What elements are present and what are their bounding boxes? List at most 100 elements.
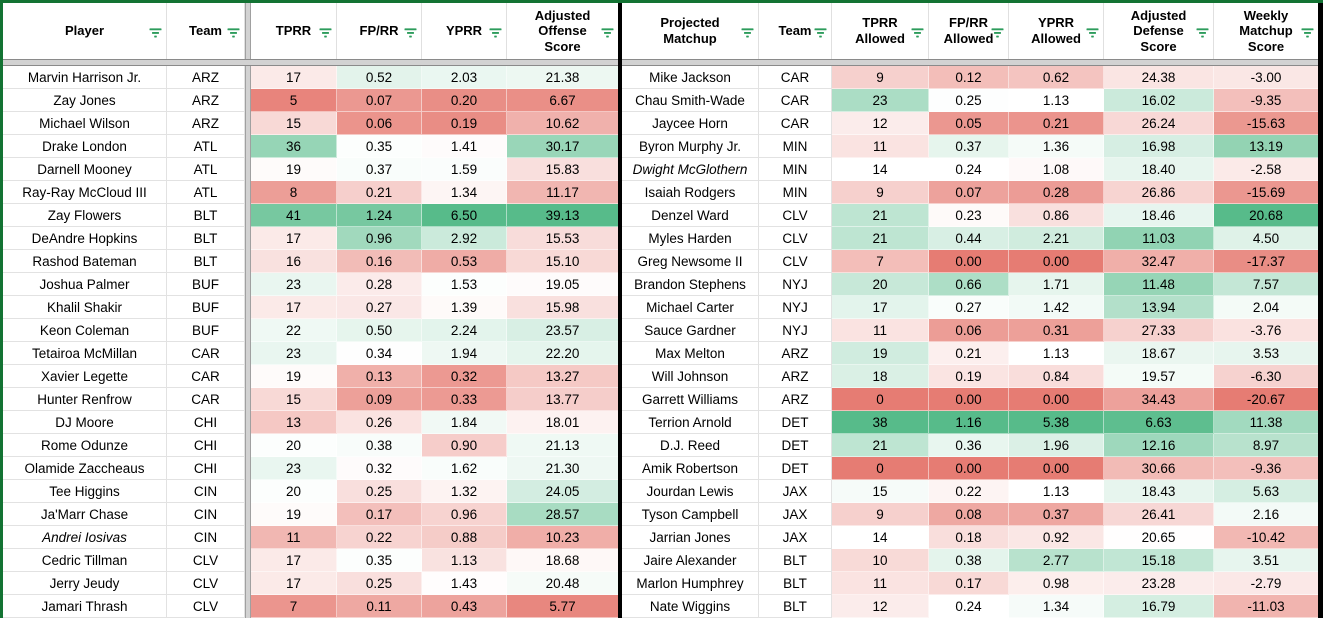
cell-tprr[interactable]: 17: [251, 66, 337, 89]
cell-fprr[interactable]: 0.35: [337, 135, 422, 158]
column-header-matchup[interactable]: Projected Matchup: [622, 3, 759, 59]
cell-tprr[interactable]: 5: [251, 89, 337, 112]
cell-weekly[interactable]: -17.37: [1214, 250, 1318, 273]
cell-adj_off[interactable]: 5.77: [507, 595, 618, 618]
cell-team[interactable]: BLT: [759, 549, 832, 572]
cell-player[interactable]: Tee Higgins: [3, 480, 167, 503]
cell-yprr[interactable]: 1.94: [422, 342, 507, 365]
cell-tprr[interactable]: 7: [251, 595, 337, 618]
cell-fprr_a[interactable]: 0.38: [929, 549, 1009, 572]
cell-team[interactable]: NYJ: [759, 273, 832, 296]
cell-player[interactable]: Cedric Tillman: [3, 549, 167, 572]
cell-yprr_a[interactable]: 0.00: [1009, 250, 1104, 273]
cell-team[interactable]: ATL: [167, 135, 245, 158]
cell-yprr[interactable]: 1.62: [422, 457, 507, 480]
cell-weekly[interactable]: 8.97: [1214, 434, 1318, 457]
cell-weekly[interactable]: -10.42: [1214, 526, 1318, 549]
cell-adj_def[interactable]: 18.43: [1104, 480, 1214, 503]
cell-fprr_a[interactable]: 0.05: [929, 112, 1009, 135]
cell-weekly[interactable]: -9.36: [1214, 457, 1318, 480]
cell-fprr[interactable]: 1.24: [337, 204, 422, 227]
cell-team[interactable]: CAR: [167, 388, 245, 411]
cell-tprr[interactable]: 17: [251, 296, 337, 319]
cell-team[interactable]: BUF: [167, 296, 245, 319]
cell-team[interactable]: ATL: [167, 158, 245, 181]
filter-icon[interactable]: [1301, 26, 1314, 38]
cell-fprr_a[interactable]: 0.00: [929, 457, 1009, 480]
column-header-weekly[interactable]: Weekly Matchup Score: [1214, 3, 1318, 59]
cell-adj_def[interactable]: 16.02: [1104, 89, 1214, 112]
cell-yprr[interactable]: 0.32: [422, 365, 507, 388]
cell-weekly[interactable]: -6.30: [1214, 365, 1318, 388]
cell-tprr[interactable]: 20: [251, 480, 337, 503]
cell-matchup[interactable]: Max Melton: [622, 342, 759, 365]
cell-fprr[interactable]: 0.38: [337, 434, 422, 457]
cell-adj_def[interactable]: 12.16: [1104, 434, 1214, 457]
cell-fprr[interactable]: 0.35: [337, 549, 422, 572]
cell-yprr_a[interactable]: 1.08: [1009, 158, 1104, 181]
cell-team[interactable]: ARZ: [167, 112, 245, 135]
cell-weekly[interactable]: 3.53: [1214, 342, 1318, 365]
cell-adj_off[interactable]: 21.38: [507, 66, 618, 89]
cell-team[interactable]: DET: [759, 457, 832, 480]
cell-yprr[interactable]: 6.50: [422, 204, 507, 227]
cell-tprr[interactable]: 23: [251, 273, 337, 296]
cell-team[interactable]: JAX: [759, 480, 832, 503]
cell-team[interactable]: BLT: [759, 572, 832, 595]
cell-fprr[interactable]: 0.25: [337, 480, 422, 503]
cell-team[interactable]: MIN: [759, 181, 832, 204]
cell-yprr[interactable]: 1.59: [422, 158, 507, 181]
cell-fprr[interactable]: 0.50: [337, 319, 422, 342]
cell-matchup[interactable]: Sauce Gardner: [622, 319, 759, 342]
cell-adj_def[interactable]: 34.43: [1104, 388, 1214, 411]
cell-adj_def[interactable]: 20.65: [1104, 526, 1214, 549]
cell-yprr_a[interactable]: 0.37: [1009, 503, 1104, 526]
cell-team[interactable]: CAR: [167, 365, 245, 388]
cell-tprr[interactable]: 19: [251, 158, 337, 181]
cell-fprr_a[interactable]: 0.27: [929, 296, 1009, 319]
cell-fprr_a[interactable]: 0.06: [929, 319, 1009, 342]
filter-icon[interactable]: [814, 26, 827, 38]
cell-team[interactable]: BUF: [167, 273, 245, 296]
cell-adj_off[interactable]: 30.17: [507, 135, 618, 158]
cell-fprr_a[interactable]: 0.66: [929, 273, 1009, 296]
cell-yprr_a[interactable]: 5.38: [1009, 411, 1104, 434]
cell-yprr_a[interactable]: 0.84: [1009, 365, 1104, 388]
cell-team[interactable]: CAR: [759, 112, 832, 135]
cell-adj_def[interactable]: 18.46: [1104, 204, 1214, 227]
cell-weekly[interactable]: 2.04: [1214, 296, 1318, 319]
cell-adj_def[interactable]: 16.98: [1104, 135, 1214, 158]
cell-team[interactable]: CLV: [167, 572, 245, 595]
cell-weekly[interactable]: -15.69: [1214, 181, 1318, 204]
cell-yprr_a[interactable]: 1.13: [1009, 342, 1104, 365]
cell-team[interactable]: CLV: [759, 227, 832, 250]
column-header-tprr_a[interactable]: TPRR Allowed: [832, 3, 929, 59]
cell-team[interactable]: CIN: [167, 526, 245, 549]
cell-yprr[interactable]: 2.03: [422, 66, 507, 89]
cell-fprr[interactable]: 0.21: [337, 181, 422, 204]
cell-tprr[interactable]: 16: [251, 250, 337, 273]
cell-player[interactable]: Tetairoa McMillan: [3, 342, 167, 365]
cell-team[interactable]: BLT: [759, 595, 832, 618]
cell-adj_def[interactable]: 30.66: [1104, 457, 1214, 480]
cell-player[interactable]: Michael Wilson: [3, 112, 167, 135]
cell-tprr[interactable]: 23: [251, 457, 337, 480]
cell-tprr_a[interactable]: 19: [832, 342, 929, 365]
cell-weekly[interactable]: 3.51: [1214, 549, 1318, 572]
filter-icon[interactable]: [601, 26, 614, 38]
cell-fprr_a[interactable]: 0.07: [929, 181, 1009, 204]
cell-fprr_a[interactable]: 0.12: [929, 66, 1009, 89]
cell-adj_off[interactable]: 15.10: [507, 250, 618, 273]
cell-fprr[interactable]: 0.52: [337, 66, 422, 89]
column-header-tprr[interactable]: TPRR: [251, 3, 337, 59]
cell-weekly[interactable]: -2.58: [1214, 158, 1318, 181]
cell-tprr[interactable]: 8: [251, 181, 337, 204]
cell-team[interactable]: CLV: [167, 549, 245, 572]
cell-adj_off[interactable]: 18.68: [507, 549, 618, 572]
cell-tprr_a[interactable]: 10: [832, 549, 929, 572]
column-header-adj_def[interactable]: Adjusted Defense Score: [1104, 3, 1214, 59]
cell-matchup[interactable]: D.J. Reed: [622, 434, 759, 457]
cell-weekly[interactable]: -3.00: [1214, 66, 1318, 89]
cell-tprr_a[interactable]: 9: [832, 181, 929, 204]
filter-icon[interactable]: [741, 26, 754, 38]
